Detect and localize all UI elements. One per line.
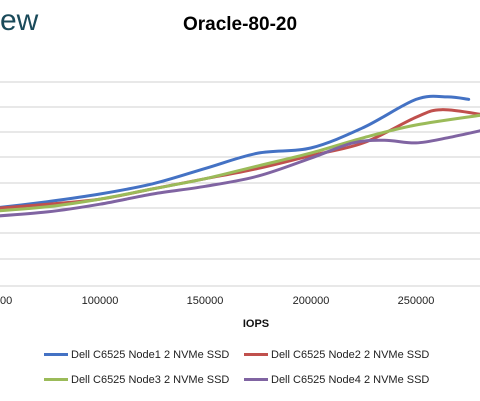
- legend-label-node4: Dell C6525 Node4 2 NVMe SSD: [271, 374, 430, 386]
- x-tick-label: 00: [0, 295, 12, 307]
- legend-swatch-node4: [244, 377, 268, 381]
- legend-swatch-node2: [244, 352, 268, 356]
- legend-swatch-node3: [44, 377, 68, 381]
- legend-label-node3: Dell C6525 Node3 2 NVMe SSD: [71, 374, 230, 386]
- gridlines: [0, 81, 480, 287]
- series-line-node4: [0, 129, 480, 218]
- legend-item-node2: Dell C6525 Node2 2 NVMe SSD: [244, 349, 429, 361]
- chart-legend: Dell C6525 Node1 2 NVMe SSD Dell C6525 N…: [0, 344, 480, 394]
- x-tick-labels: 00 100000 150000 200000 250000: [0, 295, 434, 307]
- x-tick-label: 250000: [398, 295, 435, 307]
- legend-label-node2: Dell C6525 Node2 2 NVMe SSD: [271, 349, 430, 361]
- legend-item-node3: Dell C6525 Node3 2 NVMe SSD: [44, 374, 229, 386]
- x-tick-label: 200000: [293, 295, 330, 307]
- legend-label-node1: Dell C6525 Node1 2 NVMe SSD: [71, 349, 230, 361]
- legend-item-node1: Dell C6525 Node1 2 NVMe SSD: [44, 349, 229, 361]
- series-line-node1: [0, 94, 471, 209]
- series-lines: [0, 94, 480, 218]
- brand-logo-text: ew: [0, 4, 39, 37]
- x-tick-label: 100000: [82, 295, 119, 307]
- x-tick-label: 150000: [187, 295, 224, 307]
- series-line-node3: [0, 113, 480, 213]
- x-axis-title: IOPS: [243, 318, 269, 330]
- chart-title: Oracle-80-20: [182, 14, 298, 35]
- legend-item-node4: Dell C6525 Node4 2 NVMe SSD: [244, 374, 429, 386]
- legend-swatch-node1: [44, 352, 68, 356]
- series-line-node2: [0, 108, 480, 210]
- line-chart: 00 100000 150000 200000 250000 IOPS: [0, 81, 480, 330]
